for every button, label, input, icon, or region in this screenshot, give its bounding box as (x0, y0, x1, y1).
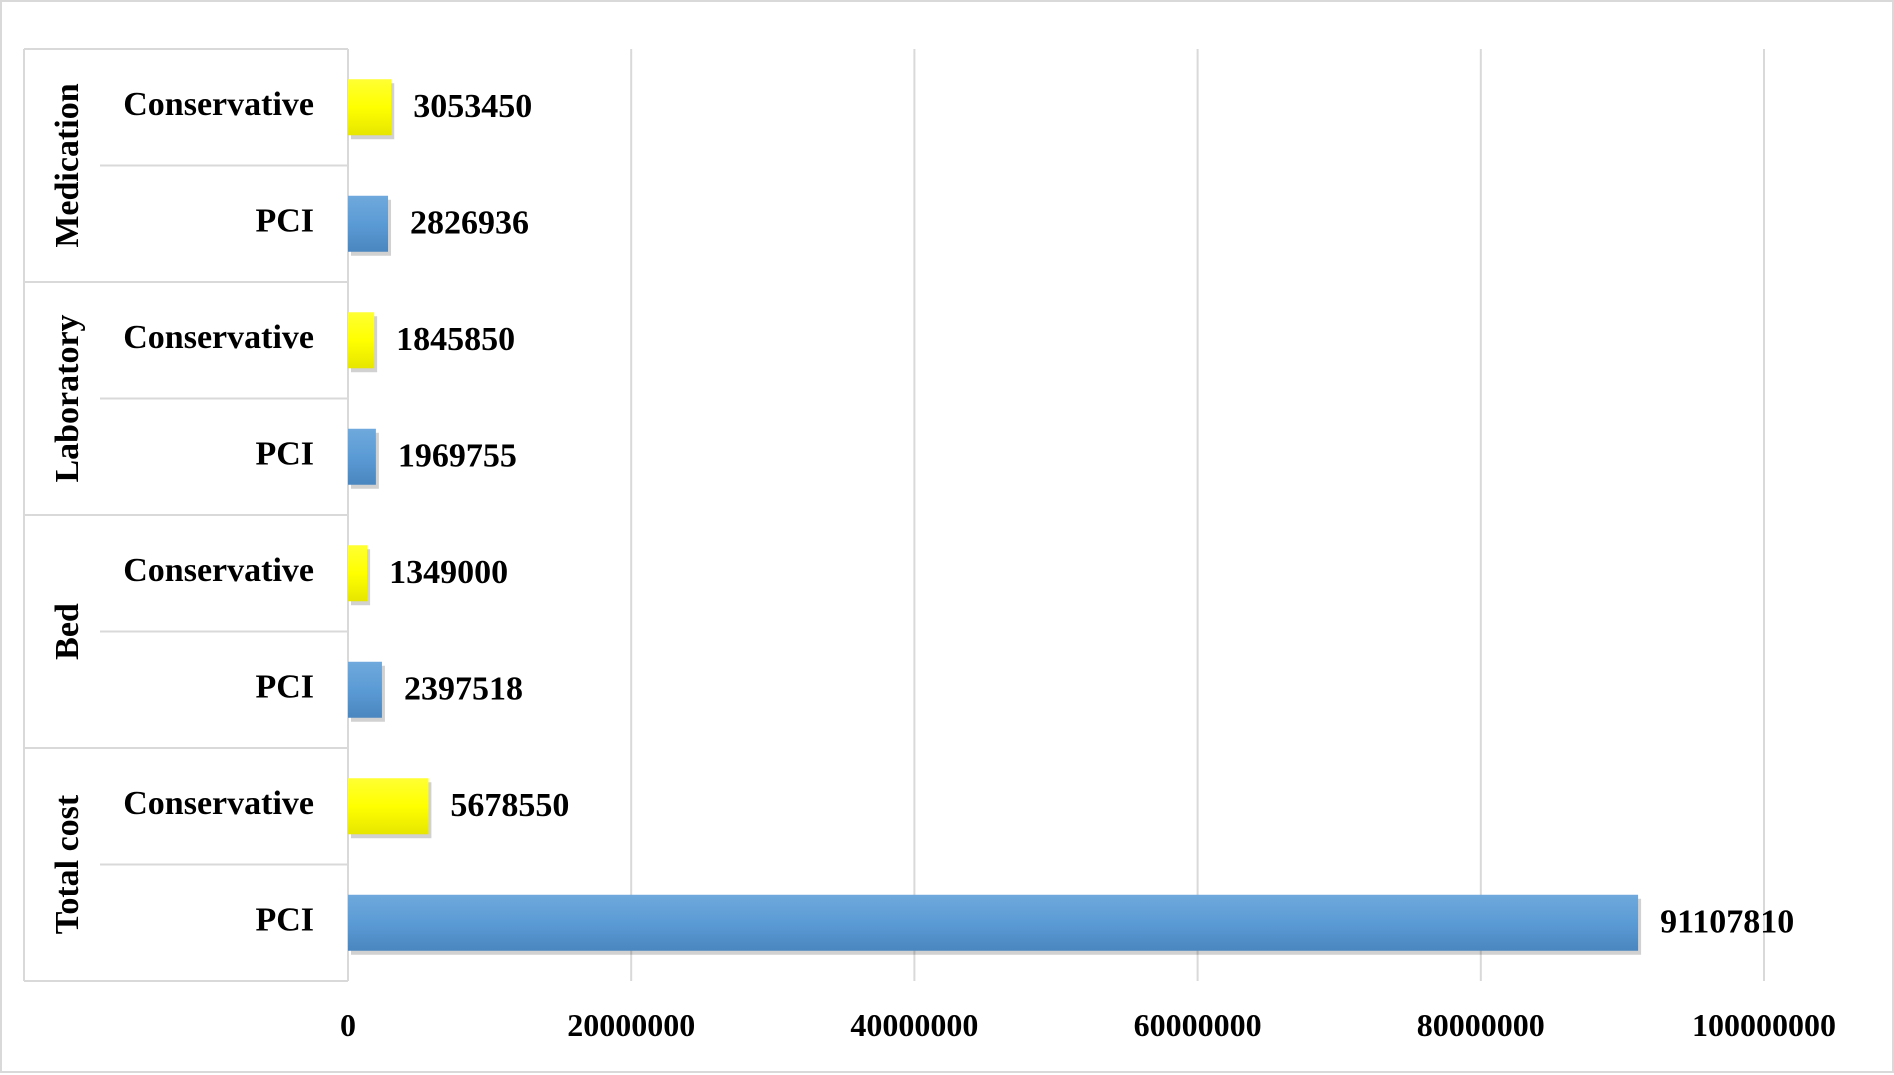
data-label: 1349000 (389, 554, 508, 591)
data-label: 2826936 (410, 205, 529, 242)
labels: 0 20000000 40000000 60000000 80000000 1000000… (49, 83, 1836, 1043)
x-tick-label: 80000000 (1417, 1007, 1545, 1043)
category-label: PCI (255, 669, 314, 706)
x-tick-label: 40000000 (850, 1007, 978, 1043)
category-label: Conservative (123, 552, 314, 589)
group-label: Medication (49, 83, 86, 247)
data-label: 5678550 (450, 787, 569, 824)
data-label: 1969755 (398, 438, 517, 475)
bar-pci (348, 195, 389, 252)
x-tick-label: 20000000 (567, 1007, 695, 1043)
bar-pci (348, 428, 376, 485)
bar-pci (348, 661, 382, 718)
category-label: Conservative (123, 86, 314, 123)
data-label: 1845850 (396, 321, 515, 358)
gridlines (630, 49, 1765, 981)
x-tick-label: 0 (340, 1007, 356, 1043)
category-label: PCI (255, 203, 314, 240)
bar-conservative (348, 312, 375, 369)
category-axis (23, 48, 349, 982)
category-label: Conservative (123, 319, 314, 356)
category-label: PCI (255, 902, 314, 939)
bar-conservative (348, 778, 429, 835)
category-label: Conservative (123, 785, 314, 822)
category-label: PCI (255, 436, 314, 473)
data-label: 3053450 (413, 88, 532, 125)
group-label: Bed (49, 603, 86, 660)
bar-conservative (348, 545, 368, 602)
bar-pci (348, 894, 1639, 951)
bar-conservative (348, 79, 392, 136)
data-label: 2397518 (404, 671, 523, 708)
x-tick-label: 60000000 (1134, 1007, 1262, 1043)
group-label: Total cost (49, 794, 86, 934)
x-tick-label: 100000000 (1692, 1007, 1836, 1043)
group-label: Laboratory (49, 314, 86, 482)
data-label: 91107810 (1660, 904, 1794, 941)
bars (348, 79, 1642, 955)
